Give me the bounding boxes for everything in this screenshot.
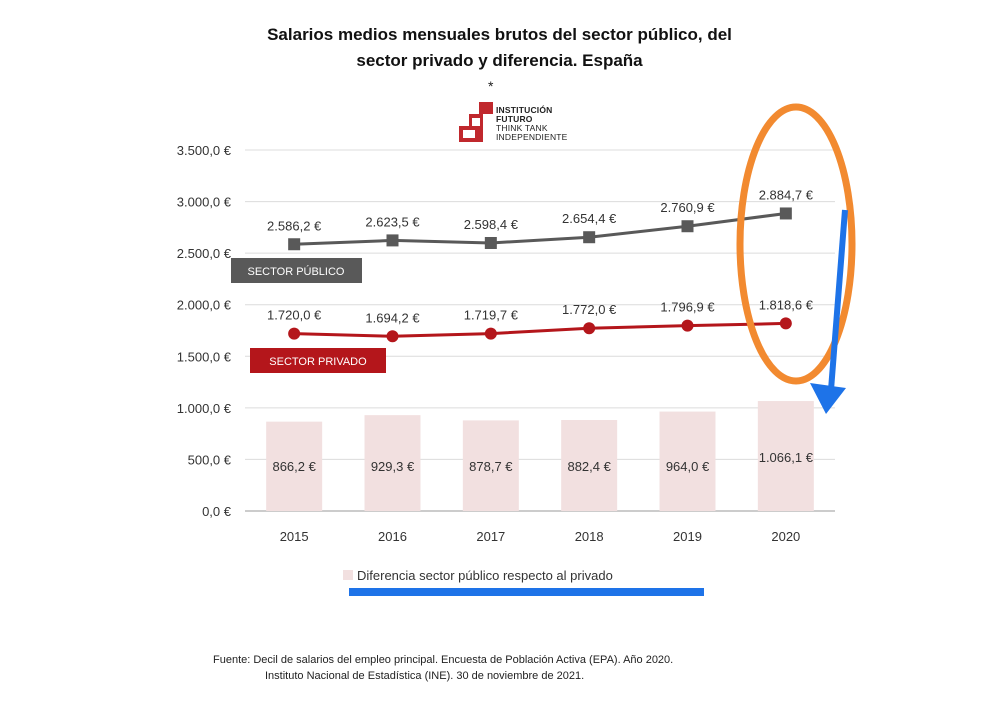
private-sector-marker <box>484 327 497 340</box>
public-sector-marker <box>779 207 792 220</box>
y-tick-label: 2.500,0 € <box>177 246 232 261</box>
public-value-label: 2.598,4 € <box>464 217 519 232</box>
x-tick-label: 2018 <box>575 529 604 544</box>
bar-value-label: 866,2 € <box>272 459 316 474</box>
public-sector-line <box>294 211 787 246</box>
chart-title-line2: sector privado y diferencia. España <box>356 51 643 70</box>
highlight-ellipse <box>736 103 856 385</box>
public-sector-marker <box>288 238 301 251</box>
bar-value-label: 882,4 € <box>567 459 611 474</box>
private-value-label: 1.818,6 € <box>759 297 814 312</box>
private-sector-label: SECTOR PRIVADO <box>269 356 367 368</box>
private-value-label: 1.719,7 € <box>464 308 519 323</box>
public-value-label: 2.586,2 € <box>267 218 322 233</box>
private-sector-marker <box>681 319 694 332</box>
x-tick-label: 2015 <box>280 529 309 544</box>
institucion-futuro-logo-icon <box>459 102 493 142</box>
private-sector-label-box <box>250 348 386 373</box>
logo-line4: INDEPENDIENTE <box>496 132 568 142</box>
private-value-label: 1.720,0 € <box>267 308 322 323</box>
private-value-label: 1.694,2 € <box>365 310 420 325</box>
y-tick-label: 1.000,0 € <box>177 401 232 416</box>
logo-line2: FUTURO <box>496 114 533 124</box>
difference-bar <box>757 401 814 511</box>
logo-line1: INSTITUCIÓN <box>496 105 553 115</box>
difference-bar <box>462 420 519 511</box>
bar-value-label: 878,7 € <box>469 459 513 474</box>
chart-title: Salarios medios mensuales brutos del sec… <box>0 22 999 74</box>
public-value-label: 2.654,4 € <box>562 211 617 226</box>
bar-value-label: 929,3 € <box>371 459 415 474</box>
source-line1: Fuente: Decil de salarios del empleo pri… <box>213 654 674 666</box>
blue-underline <box>349 588 704 596</box>
difference-bar <box>266 421 323 511</box>
y-tick-label: 0,0 € <box>202 504 232 519</box>
private-sector-line <box>294 321 786 338</box>
y-tick-label: 1.500,0 € <box>177 349 232 364</box>
private-sector-marker <box>386 330 399 343</box>
public-value-label: 2.760,9 € <box>660 200 715 215</box>
difference-bar <box>659 411 716 511</box>
y-tick-label: 3.500,0 € <box>177 143 232 158</box>
public-value-label: 2.884,7 € <box>759 187 814 202</box>
public-sector-marker <box>386 234 399 247</box>
difference-bar <box>364 415 421 511</box>
y-tick-label: 3.000,0 € <box>177 195 232 210</box>
legend-swatch <box>343 570 353 580</box>
blue-arrow-shaft <box>828 209 848 391</box>
private-sector-marker <box>583 322 596 335</box>
bar-value-label: 964,0 € <box>666 459 710 474</box>
y-tick-label: 2.000,0 € <box>177 298 232 313</box>
legend-label: Diferencia sector público respecto al pr… <box>357 568 613 583</box>
public-sector-label-box <box>231 258 362 283</box>
private-sector-marker <box>779 317 792 330</box>
x-tick-label: 2020 <box>771 529 800 544</box>
x-tick-label: 2017 <box>476 529 505 544</box>
public-sector-marker <box>484 236 497 249</box>
blue-arrow-head <box>810 383 846 414</box>
source-line2: Instituto Nacional de Estadística (INE).… <box>265 670 585 682</box>
public-sector-marker <box>583 231 596 244</box>
private-value-label: 1.796,9 € <box>660 300 715 315</box>
logo-text: INSTITUCIÓN FUTURO THINK TANK INDEPENDIE… <box>496 106 568 142</box>
public-sector-label: SECTOR PÚBLICO <box>248 265 345 278</box>
public-value-label: 2.623,5 € <box>365 214 420 229</box>
private-value-label: 1.772,0 € <box>562 302 617 317</box>
chart-title-line1: Salarios medios mensuales brutos del sec… <box>267 25 732 44</box>
x-tick-label: 2016 <box>378 529 407 544</box>
private-sector-marker <box>288 327 301 340</box>
bar-value-label: 1.066,1 € <box>759 450 814 465</box>
difference-bar <box>561 419 618 511</box>
y-tick-label: 500,0 € <box>188 452 232 467</box>
asterisk-mark: * <box>488 78 494 94</box>
public-sector-marker <box>681 220 694 233</box>
logo-line3: THINK TANK <box>496 123 548 133</box>
x-tick-label: 2019 <box>673 529 702 544</box>
